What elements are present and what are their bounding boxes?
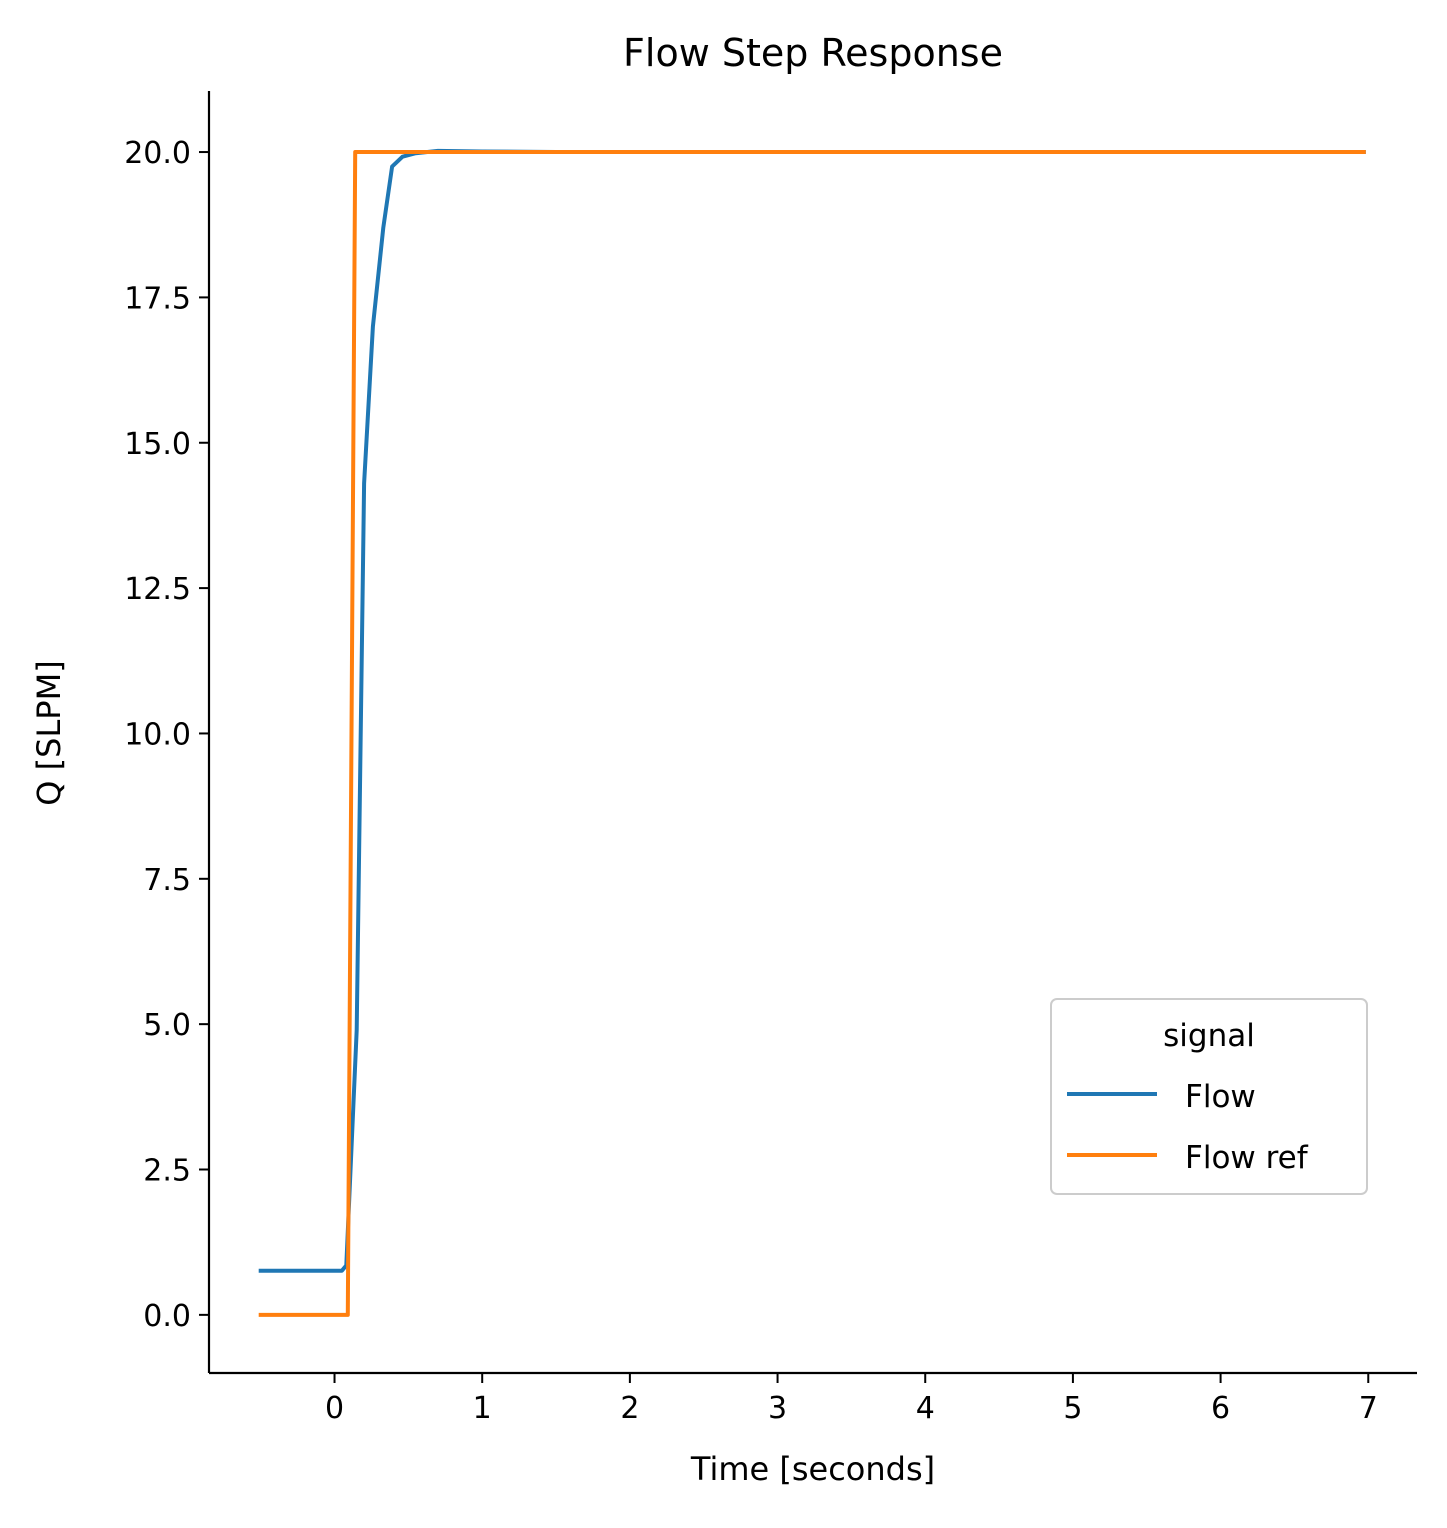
legend-frame (1050, 998, 1368, 1195)
chart-title: Flow Step Response (623, 31, 1003, 75)
x-tick-label: 6 (1211, 1391, 1230, 1426)
x-tick-label: 0 (325, 1391, 344, 1426)
legend-label-flow-ref: Flow ref (1185, 1140, 1309, 1176)
legend-label-flow: Flow (1185, 1079, 1256, 1115)
y-tick-label: 20.0 (124, 136, 191, 171)
y-ticks: 0.0 2.5 5.0 7.5 10.0 12.5 15.0 17.5 20.0 (124, 136, 209, 1334)
y-axis-title: Q [SLPM] (30, 660, 68, 805)
x-ticks: 0 1 2 3 4 5 6 7 (325, 1373, 1378, 1426)
legend-title: signal (1163, 1018, 1255, 1054)
x-axis-title: Time [seconds] (690, 1450, 935, 1488)
x-tick-label: 5 (1063, 1391, 1082, 1426)
x-tick-label: 7 (1359, 1391, 1378, 1426)
series-line-flow-ref (258, 150, 1366, 1317)
x-tick-label: 2 (620, 1391, 639, 1426)
y-tick-label: 0.0 (143, 1299, 191, 1334)
y-tick-label: 7.5 (143, 863, 191, 898)
y-tick-label: 17.5 (124, 281, 191, 316)
legend: signal Flow Flow ref (1050, 998, 1368, 1195)
x-tick-label: 3 (768, 1391, 787, 1426)
series-layer (258, 148, 1366, 1317)
y-tick-label: 15.0 (124, 427, 191, 462)
y-tick-label: 5.0 (143, 1008, 191, 1043)
x-tick-label: 1 (473, 1391, 492, 1426)
y-tick-label: 12.5 (124, 572, 191, 607)
y-tick-label: 2.5 (143, 1154, 191, 1189)
y-tick-label: 10.0 (124, 717, 191, 752)
x-tick-label: 4 (916, 1391, 935, 1426)
